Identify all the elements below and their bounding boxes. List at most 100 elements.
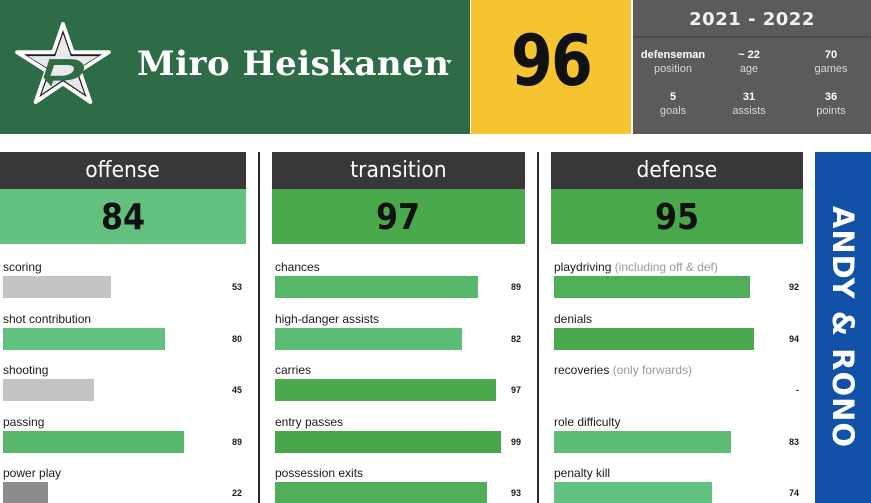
- metric-bar-track: [554, 276, 767, 298]
- offense-metric-row: shooting 45: [0, 363, 246, 413]
- dallas-stars-logo-icon: [15, 22, 111, 104]
- metric-bar-track: [275, 482, 503, 503]
- defense-header: defense: [551, 152, 803, 189]
- season-label: 2021 - 2022: [689, 9, 815, 30]
- metric-bar-track: [3, 482, 206, 503]
- metric-label: entry passes: [275, 414, 344, 429]
- metric-label: high-danger assists: [275, 311, 380, 326]
- defense-metric-row: denials 94: [551, 312, 803, 362]
- metric-value: 93: [510, 488, 521, 498]
- metric-value: 83: [788, 436, 799, 447]
- metric-bar: [275, 327, 462, 350]
- metric-bar: [554, 482, 712, 503]
- metric-bar: [3, 482, 48, 503]
- column-divider: [258, 152, 260, 503]
- metric-bar-track: [554, 482, 767, 503]
- metric-value: 74: [788, 488, 799, 498]
- metric-value: 94: [788, 333, 799, 344]
- metric-value: 89: [510, 282, 521, 292]
- stat-games: 70 games: [814, 49, 848, 75]
- metric-bar: [275, 379, 496, 401]
- transition-metric-row: carries 97: [272, 363, 525, 413]
- metric-value: 82: [510, 333, 521, 344]
- metric-label: penalty kill: [554, 466, 611, 480]
- metric-bar-track: [275, 379, 503, 401]
- metric-label: possession exits: [275, 466, 364, 480]
- transition-score: 97: [272, 189, 525, 244]
- defense-score: 95: [551, 189, 803, 244]
- metric-note: (only forwards): [612, 363, 693, 377]
- transition-metric-row: possession exits 93: [272, 466, 525, 503]
- metric-bar-track: [275, 276, 503, 298]
- metric-label: denials: [554, 311, 593, 326]
- player-header: Miro Heiskanen: [0, 0, 470, 134]
- metric-bar-track: [3, 327, 206, 350]
- chevron-down-icon[interactable]: [446, 60, 452, 64]
- metric-bar: [275, 430, 501, 453]
- metric-label: playdriving (including off & def): [554, 260, 718, 274]
- defense-metric-row: recoveries (only forwards) -: [551, 363, 803, 413]
- metric-value: 97: [510, 385, 521, 395]
- metric-bar: [3, 379, 94, 401]
- offense-metric-row: power play 22: [0, 466, 246, 503]
- transition-metric-row: high-danger assists 82: [272, 312, 525, 362]
- defense-metric-row: penalty kill 74: [551, 466, 803, 503]
- column-divider: [537, 152, 539, 503]
- offense-metric-row: shot contribution 80: [0, 312, 246, 362]
- author-banner-text: ANDY & RONO: [826, 205, 860, 449]
- metric-bar-track: [3, 276, 206, 298]
- metric-bar: [554, 327, 754, 350]
- metric-bar: [275, 482, 487, 503]
- defense-metric-row: playdriving (including off & def) 92: [551, 260, 803, 310]
- stat-age: ~ 22 age: [738, 49, 760, 75]
- stat-assists: 31 assists: [732, 91, 766, 117]
- info-divider: [633, 36, 871, 38]
- metric-bar: [275, 276, 478, 298]
- metric-value: 99: [510, 436, 521, 447]
- player-info-panel: 2021 - 2022 defenseman position ~ 22 age…: [633, 0, 871, 134]
- stat-points: 36 points: [816, 91, 846, 117]
- metric-label: scoring: [3, 260, 42, 274]
- metric-value: 22: [231, 488, 242, 498]
- metric-bar-track: [275, 327, 503, 350]
- metric-note: (including off & def): [614, 260, 718, 274]
- offense-metric-row: passing 89: [0, 415, 246, 465]
- offense-header: offense: [0, 152, 246, 189]
- metric-bar-track: [3, 430, 206, 453]
- transition-metric-row: entry passes 99: [272, 415, 525, 465]
- metric-label: shooting: [3, 363, 49, 377]
- metric-label: recoveries (only forwards): [554, 363, 693, 377]
- metric-bar: [3, 327, 165, 350]
- stat-position: defenseman position: [640, 49, 706, 75]
- metric-bar-track: [275, 430, 503, 453]
- author-banner: ANDY & RONO: [815, 152, 871, 503]
- offense-metric-row: scoring 53: [0, 260, 246, 310]
- metric-bar: [3, 276, 111, 298]
- metric-label: passing: [3, 414, 45, 429]
- metric-value: 53: [231, 282, 242, 292]
- metric-value: 92: [788, 282, 799, 292]
- overall-rating-box: 96: [471, 0, 631, 134]
- metric-label: chances: [275, 260, 320, 274]
- metric-value: -: [796, 385, 799, 395]
- metric-bar: [554, 430, 731, 453]
- metric-value: 45: [231, 385, 242, 395]
- metric-bar: [554, 276, 750, 298]
- metric-label: carries: [275, 363, 312, 377]
- metric-label: role difficulty: [554, 414, 621, 429]
- transition-header: transition: [272, 152, 525, 189]
- defense-metric-row: role difficulty 83: [551, 415, 803, 465]
- metric-bar: [3, 430, 184, 453]
- metric-label: power play: [3, 466, 62, 480]
- metric-bar-track: [554, 430, 767, 453]
- overall-rating: 96: [510, 20, 593, 102]
- metric-bar-track: [554, 379, 767, 401]
- metric-value: 80: [231, 333, 242, 344]
- offense-score: 84: [0, 189, 246, 244]
- stat-goals: 5 goals: [659, 91, 687, 117]
- metric-bar-track: [554, 327, 767, 350]
- metric-bar-track: [3, 379, 206, 401]
- metric-label: shot contribution: [3, 311, 92, 326]
- player-name[interactable]: Miro Heiskanen: [137, 44, 450, 84]
- metric-value: 89: [231, 436, 242, 447]
